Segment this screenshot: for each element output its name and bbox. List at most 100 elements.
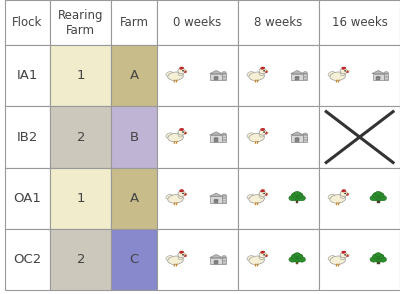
Circle shape [264, 254, 265, 255]
Ellipse shape [303, 72, 307, 74]
Circle shape [182, 193, 184, 194]
Bar [210, 74, 222, 81]
Circle shape [344, 254, 346, 255]
Bar [112, 106, 157, 168]
Ellipse shape [184, 133, 186, 134]
Bar [210, 135, 222, 142]
Bar [5, 229, 50, 290]
Circle shape [264, 132, 265, 133]
Text: 16 weeks: 16 weeks [332, 16, 388, 29]
Bar [50, 168, 112, 229]
Bar [303, 73, 307, 81]
Circle shape [264, 70, 265, 71]
Polygon shape [210, 132, 222, 135]
Bar [296, 260, 298, 264]
Circle shape [259, 191, 266, 196]
Ellipse shape [328, 255, 335, 260]
Ellipse shape [214, 199, 218, 200]
Circle shape [178, 252, 185, 258]
Ellipse shape [340, 255, 345, 260]
Ellipse shape [266, 194, 267, 196]
Ellipse shape [295, 138, 299, 139]
Circle shape [342, 67, 345, 69]
Bar [222, 73, 226, 81]
Ellipse shape [166, 255, 172, 260]
Ellipse shape [184, 255, 186, 257]
Bar [112, 168, 157, 229]
Bar [377, 199, 380, 203]
Ellipse shape [166, 71, 172, 76]
Circle shape [340, 191, 348, 196]
Bar [319, 45, 400, 106]
Circle shape [291, 254, 303, 262]
Circle shape [294, 253, 300, 257]
Ellipse shape [214, 260, 218, 262]
Circle shape [262, 67, 265, 69]
Ellipse shape [266, 71, 267, 73]
Bar [157, 0, 238, 45]
Ellipse shape [168, 133, 183, 142]
Circle shape [259, 130, 266, 135]
Polygon shape [185, 132, 187, 133]
Circle shape [261, 67, 264, 69]
Ellipse shape [330, 256, 346, 265]
Polygon shape [372, 71, 385, 74]
Bar [112, 0, 157, 45]
Ellipse shape [259, 71, 264, 76]
Circle shape [180, 128, 183, 131]
Circle shape [372, 193, 379, 197]
Circle shape [259, 252, 266, 258]
Bar [5, 168, 50, 229]
Bar [238, 0, 319, 45]
Circle shape [180, 251, 183, 253]
Text: 8 weeks: 8 weeks [254, 16, 303, 29]
Polygon shape [210, 255, 222, 258]
Text: Farm: Farm [120, 16, 149, 29]
Circle shape [370, 196, 377, 201]
Circle shape [379, 257, 386, 262]
Bar [50, 45, 112, 106]
Ellipse shape [247, 255, 254, 260]
Circle shape [292, 193, 298, 197]
Ellipse shape [168, 72, 183, 81]
Text: 1: 1 [76, 192, 85, 205]
Text: 2: 2 [76, 131, 85, 143]
Bar [238, 106, 319, 168]
Ellipse shape [249, 72, 264, 81]
Circle shape [343, 251, 346, 253]
Circle shape [378, 254, 384, 259]
Ellipse shape [214, 138, 218, 139]
Bar [5, 0, 50, 45]
Circle shape [343, 190, 346, 192]
Bar [319, 229, 400, 290]
Text: 2: 2 [76, 253, 85, 266]
Ellipse shape [328, 71, 335, 76]
Circle shape [262, 251, 265, 253]
Ellipse shape [330, 195, 346, 203]
Ellipse shape [347, 194, 348, 196]
Circle shape [264, 193, 265, 194]
Bar [238, 229, 319, 290]
Circle shape [262, 128, 265, 130]
Ellipse shape [214, 76, 218, 78]
Ellipse shape [166, 133, 172, 138]
Bar [157, 45, 238, 106]
Circle shape [259, 68, 266, 74]
Bar [238, 45, 319, 106]
Polygon shape [347, 193, 350, 194]
Circle shape [181, 190, 184, 192]
Polygon shape [291, 71, 304, 74]
Circle shape [344, 193, 346, 194]
Circle shape [291, 192, 303, 201]
Bar [5, 106, 50, 168]
Ellipse shape [347, 71, 348, 73]
Circle shape [178, 68, 185, 74]
Bar [50, 0, 112, 45]
Circle shape [182, 132, 184, 133]
Ellipse shape [249, 195, 264, 203]
Circle shape [261, 190, 264, 192]
Circle shape [296, 193, 303, 197]
Bar [377, 260, 380, 264]
Ellipse shape [178, 194, 183, 198]
Ellipse shape [376, 76, 380, 78]
